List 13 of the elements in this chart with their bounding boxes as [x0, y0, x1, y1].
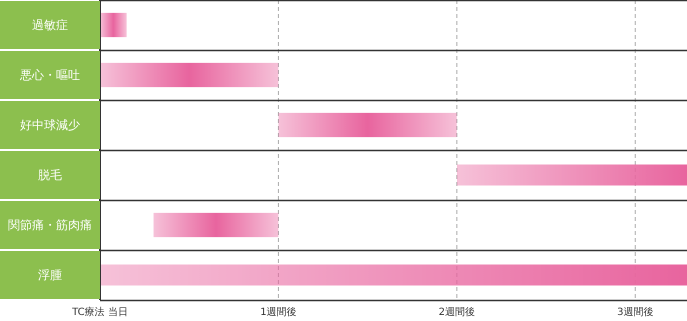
x-tick-label: TC療法 当日	[71, 306, 128, 318]
x-tick-label: 3週間後	[617, 306, 654, 318]
y-tick-label: 悪心・嘔吐	[19, 68, 80, 82]
y-tick-label: 脱毛	[38, 168, 62, 182]
y-tick-label: 関節痛・筋肉痛	[8, 218, 92, 232]
y-tick-label: 好中球減少	[20, 118, 80, 132]
x-tick-label: 1週間後	[260, 306, 297, 318]
bar	[278, 112, 457, 138]
bar	[100, 12, 127, 38]
x-tick-label: 2週間後	[438, 306, 476, 318]
y-tick-label: 浮腫	[38, 268, 62, 282]
y-tick-label: 過敏症	[32, 18, 68, 32]
bar	[154, 212, 278, 238]
